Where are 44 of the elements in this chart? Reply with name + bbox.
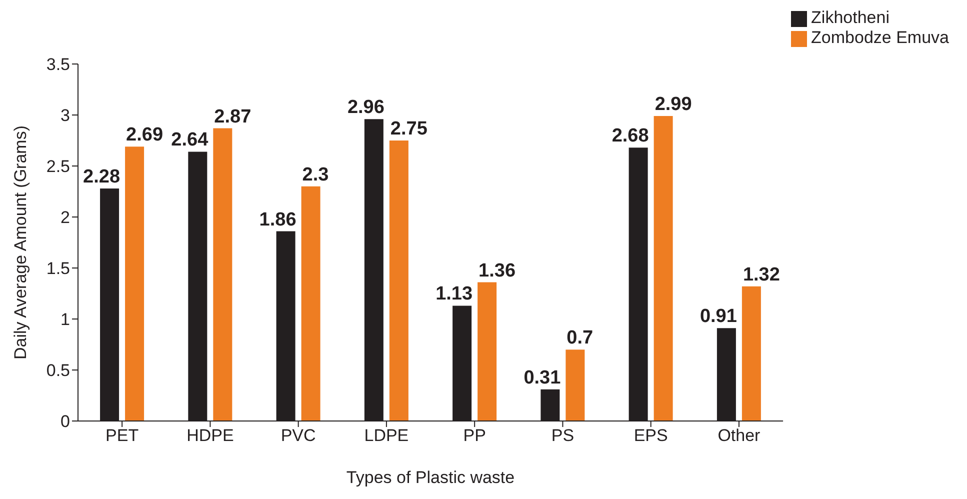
x-tick-label: PS <box>551 426 574 446</box>
y-tick-label: 2.5 <box>46 157 70 176</box>
x-axis-title: Types of Plastic waste <box>346 468 515 487</box>
y-tick-label: 0 <box>60 412 70 432</box>
y-tick-label: 0.5 <box>46 361 70 380</box>
bar <box>125 146 144 421</box>
data-label: 1.36 <box>478 260 516 282</box>
data-label: 2.69 <box>126 124 164 146</box>
x-tick-label: PP <box>463 426 486 446</box>
data-label: 2.68 <box>612 126 649 147</box>
x-tick-label: HDPE <box>186 426 234 446</box>
x-tick-label: EPS <box>634 426 668 446</box>
x-tick-label: PVC <box>280 426 316 446</box>
bar <box>566 350 585 421</box>
y-axis-title: Daily Average Amount (Grams) <box>11 126 30 360</box>
y-tick-label: 3.5 <box>46 55 70 74</box>
data-label: 1.13 <box>436 284 473 305</box>
data-label: 2.99 <box>654 94 692 116</box>
y-tick-label: 1 <box>60 310 70 330</box>
bar <box>478 282 497 421</box>
x-tick-label: PET <box>106 426 139 446</box>
legend-label: Zombodze Emuva <box>811 28 949 47</box>
data-label: 1.86 <box>259 209 296 230</box>
bar <box>213 128 232 421</box>
data-label: 0.31 <box>524 367 562 388</box>
y-tick-label: 3 <box>60 106 70 126</box>
data-label: 2.96 <box>347 97 384 118</box>
data-label: 0.91 <box>700 306 738 328</box>
data-label: 2.28 <box>83 166 120 188</box>
bar <box>301 186 320 421</box>
data-label: 1.32 <box>742 264 780 286</box>
y-tick-label: 1.5 <box>46 259 70 278</box>
legend-label: Zikhotheni <box>811 8 890 27</box>
data-label: 2.3 <box>302 164 329 186</box>
data-label: 0.7 <box>566 328 594 349</box>
x-tick-label: Other <box>718 426 761 446</box>
x-tick-label: LDPE <box>364 426 409 446</box>
bar <box>654 116 673 421</box>
y-tick-label: 2 <box>60 208 70 228</box>
data-label: 2.64 <box>171 130 209 151</box>
data-label: 2.75 <box>390 118 428 140</box>
bar <box>389 140 408 421</box>
data-label: 2.87 <box>214 106 252 128</box>
bar <box>742 286 761 421</box>
